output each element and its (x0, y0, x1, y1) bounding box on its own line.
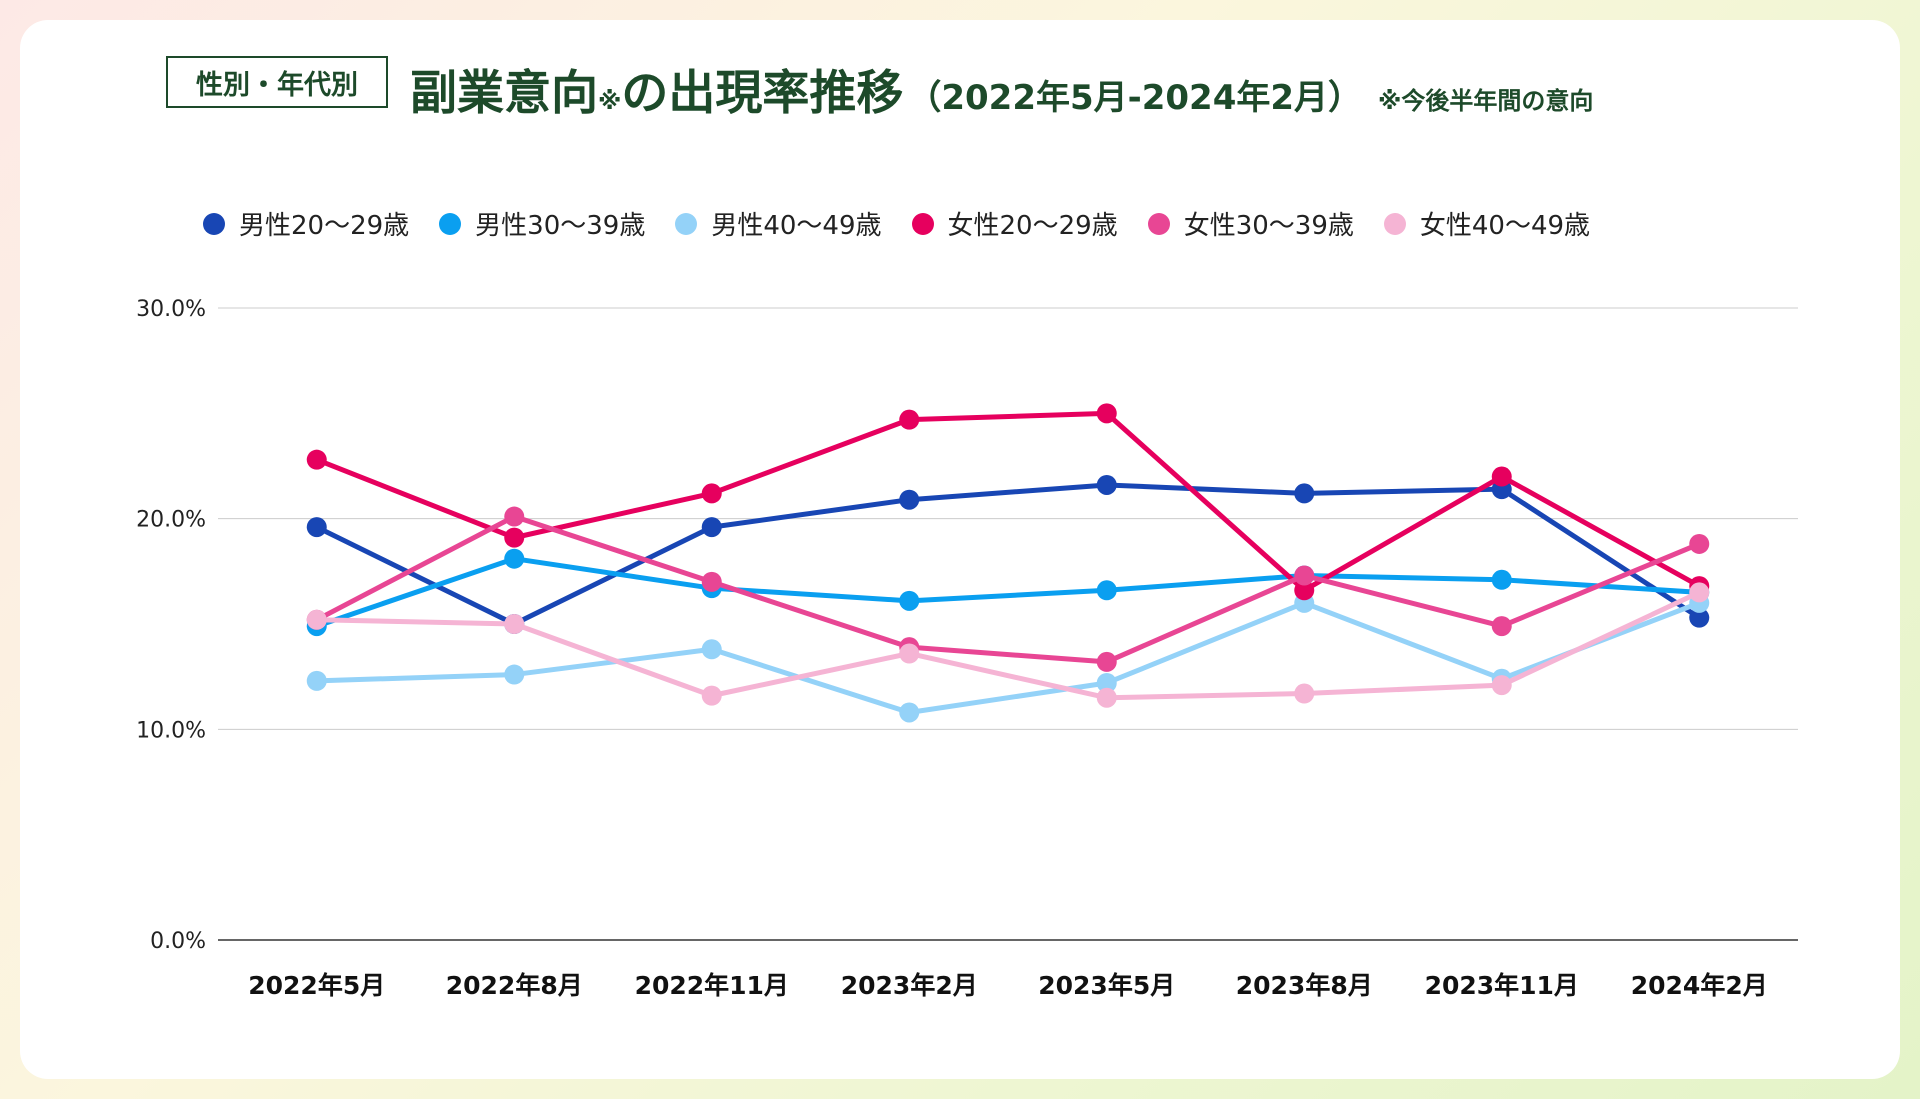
legend-dot-icon (1147, 212, 1170, 235)
data-point (1096, 687, 1117, 708)
x-tick-label: 2023年8月 (1236, 971, 1373, 1000)
x-tick-label: 2024年2月 (1631, 971, 1768, 1000)
legend-item: 女性30〜39歳 (1147, 205, 1354, 242)
data-point (1096, 651, 1117, 672)
data-point (1491, 675, 1512, 696)
data-point (306, 609, 327, 630)
data-point (504, 664, 525, 685)
series-3 (306, 592, 1710, 723)
data-point (701, 685, 722, 706)
data-point (1294, 683, 1315, 704)
x-tick-label: 2022年5月 (248, 971, 385, 1000)
series-line (314, 482, 1702, 627)
legend-label: 男性40〜49歳 (711, 211, 882, 241)
legend-item: 女性40〜49歳 (1383, 205, 1591, 242)
data-point (1096, 672, 1117, 693)
data-point (701, 517, 722, 538)
data-point (701, 571, 722, 592)
chart-title: 副業意向 ※ の出現率推移 （2022年5月-2024年2月） ※今後半年間の意… (410, 54, 1593, 123)
data-point (1491, 616, 1512, 637)
data-point (306, 517, 327, 538)
legend-dot-icon (203, 212, 225, 235)
chart-card (20, 20, 1900, 1079)
data-point (701, 639, 722, 660)
data-point (504, 506, 525, 527)
data-point (306, 449, 327, 470)
y-tick-label: 30.0% (136, 297, 206, 322)
title-main: 副業意向 (410, 66, 598, 121)
data-point (899, 409, 920, 430)
data-point (1491, 466, 1512, 487)
x-tick-label: 2023年2月 (841, 971, 978, 1000)
series-line (314, 556, 1702, 629)
legend-item: 男性20〜29歳 (203, 205, 409, 242)
legend-item: 女性20〜29歳 (911, 205, 1118, 242)
series-line (314, 514, 1702, 665)
data-point (1689, 533, 1710, 554)
data-point (504, 548, 525, 569)
y-tick-label: 0.0% (150, 929, 206, 954)
legend-label: 男性30〜39歳 (475, 211, 646, 241)
title-period: （2022年5月-2024年2月） (907, 78, 1363, 118)
data-point (1294, 580, 1315, 601)
data-point (1096, 403, 1117, 424)
series-line (314, 600, 1702, 715)
data-point (701, 483, 722, 504)
title-mark: ※ (598, 87, 622, 115)
y-tick-label: 20.0% (136, 508, 206, 533)
y-tick-label: 10.0% (136, 718, 206, 743)
legend-item: 男性30〜39歳 (439, 205, 645, 242)
x-tick-label: 2023年11月 (1425, 971, 1579, 1000)
data-point (1294, 565, 1315, 586)
legend-dot-icon (1383, 212, 1406, 235)
data-point (1096, 474, 1117, 495)
data-point (306, 670, 327, 691)
data-point (1491, 569, 1512, 590)
legend-dot-icon (911, 212, 934, 235)
x-tick-label: 2022年11月 (635, 971, 789, 1000)
data-point (1689, 607, 1710, 628)
series-line (314, 410, 1702, 593)
data-point (899, 489, 920, 510)
legend-label: 男性20〜29歳 (239, 211, 410, 241)
data-point (1689, 582, 1710, 603)
legend-label: 女性20〜29歳 (947, 211, 1118, 241)
legend-dot-icon (439, 212, 462, 235)
legend: 男性20〜29歳 男性30〜39歳 男性40〜49歳 女性20〜29歳 女性30〜39歳… (203, 205, 1620, 242)
series-line (314, 589, 1702, 701)
data-point (1294, 483, 1315, 504)
data-point (504, 614, 525, 634)
category-tag: 性別・年代別 (166, 56, 388, 108)
data-point (899, 702, 920, 723)
x-tick-label: 2022年8月 (446, 971, 583, 1000)
legend-item: 男性40〜49歳 (675, 205, 882, 242)
data-point (899, 590, 920, 611)
series-6 (306, 582, 1710, 708)
data-point (899, 643, 920, 664)
title-rest: の出現率推移 (621, 66, 904, 121)
legend-label: 女性30〜39歳 (1183, 211, 1354, 241)
x-tick-label: 2023年5月 (1038, 971, 1175, 1000)
data-point (504, 527, 525, 548)
data-point (1096, 580, 1117, 601)
legend-label: 女性40〜49歳 (1419, 211, 1591, 241)
legend-dot-icon (675, 212, 698, 235)
title-note: ※今後半年間の意向 (1378, 87, 1594, 115)
